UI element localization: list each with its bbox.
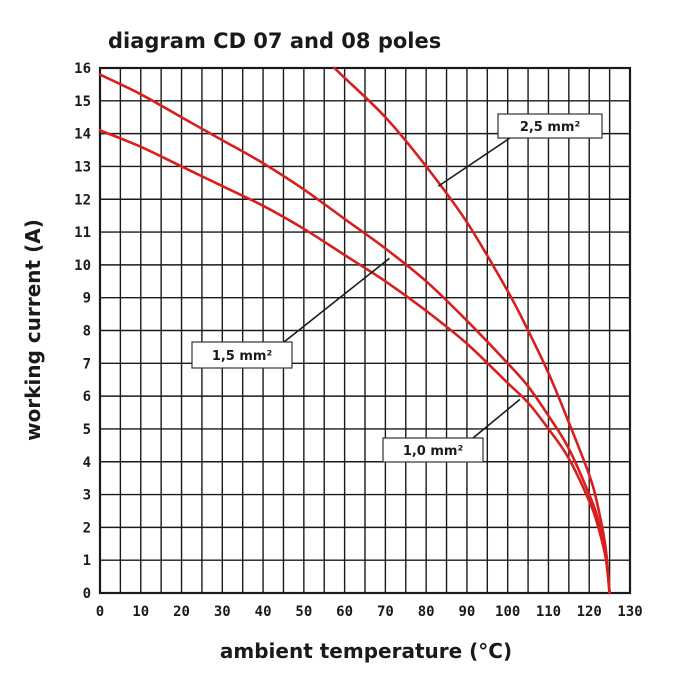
x-tick-label: 0 (96, 604, 104, 620)
y-tick-label: 12 (74, 192, 91, 208)
annotation-leader-line (472, 398, 521, 439)
y-tick-label: 8 (83, 324, 91, 340)
x-tick-label: 90 (458, 604, 475, 620)
plot-frame (98, 66, 632, 595)
x-tick-labels: 0 10 20 30 40 50 60 70 80 90 100 110 120 130 (96, 604, 643, 620)
x-tick-label: 20 (173, 604, 190, 620)
annotation-box (191, 341, 293, 369)
x-tick-label: 100 (495, 604, 520, 620)
x-tick-label: 40 (255, 604, 272, 620)
y-tick-label: 10 (74, 258, 91, 274)
y-tick-label: 7 (83, 356, 91, 372)
annotation-box (497, 113, 603, 139)
y-tick-label: 11 (74, 225, 91, 241)
annotation-text: 1,5 mm² (212, 349, 272, 364)
y-tick-label: 3 (83, 488, 91, 504)
x-tick-label: 70 (377, 604, 394, 620)
annotation-leader-line (283, 257, 390, 343)
annotation-text: 1,0 mm² (403, 444, 463, 459)
x-tick-label: 130 (617, 604, 642, 620)
curves (98, 66, 611, 595)
annotation-text: 2,5 mm² (520, 120, 580, 135)
x-tick-label: 80 (418, 604, 435, 620)
annotations: 2,5 mm² 1,5 mm² 1,0 mm² (191, 113, 603, 463)
annotation-label: 1,0 mm² (382, 398, 521, 463)
x-tick-label: 60 (336, 604, 353, 620)
series-line-2-5-mm (333, 66, 611, 595)
series-line-1-5-mm (98, 73, 611, 595)
y-tick-label: 15 (74, 94, 91, 110)
x-tick-label: 50 (295, 604, 312, 620)
y-tick-label: 1 (83, 553, 91, 569)
x-axis-label: ambient temperature (°C) (220, 639, 512, 663)
y-tick-label: 2 (83, 520, 91, 536)
x-tick-label: 110 (536, 604, 561, 620)
y-tick-label: 16 (74, 61, 91, 77)
annotation-label: 2,5 mm² (437, 113, 603, 187)
x-tick-label: 120 (577, 604, 602, 620)
series-line-1-0-mm (98, 129, 611, 595)
y-tick-label: 4 (83, 455, 91, 471)
chart-title: diagram CD 07 and 08 poles (108, 29, 441, 53)
y-tick-label: 14 (74, 127, 91, 143)
y-tick-label: 9 (83, 291, 91, 307)
y-axis-label: working current (A) (21, 219, 45, 441)
y-tick-label: 13 (74, 159, 91, 175)
grid (99, 67, 631, 594)
annotation-label: 1,5 mm² (191, 257, 390, 369)
y-tick-label: 0 (83, 586, 91, 602)
x-tick-label: 30 (214, 604, 231, 620)
annotation-leader-line (437, 137, 511, 187)
y-tick-label: 5 (83, 422, 91, 438)
x-tick-label: 10 (132, 604, 149, 620)
y-tick-label: 6 (83, 389, 91, 405)
annotation-box (382, 437, 484, 463)
